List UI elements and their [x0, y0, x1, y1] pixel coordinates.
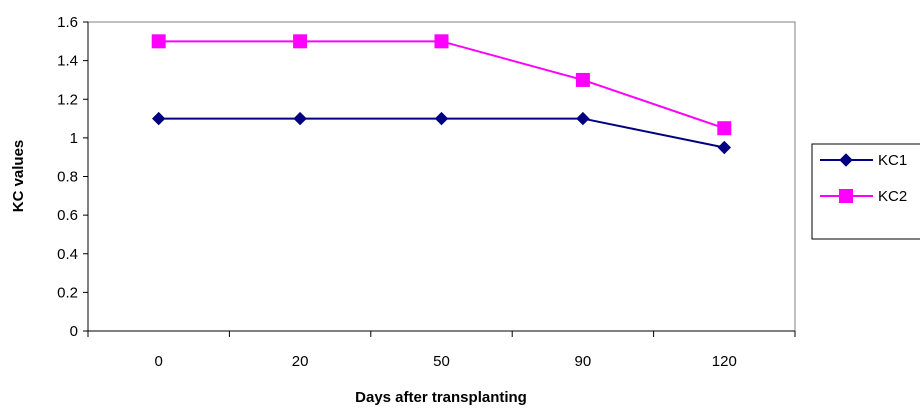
legend-item: KC1: [820, 152, 907, 169]
y-tick-label: 1: [70, 130, 78, 147]
data-point: [151, 34, 166, 49]
data-point: [717, 121, 732, 136]
legend-swatch-marker: [839, 153, 853, 167]
y-tick-label: 1.2: [57, 91, 78, 108]
legend-swatch-marker: [839, 189, 853, 203]
y-axis-title: KC values: [10, 140, 27, 213]
x-tick-label: 90: [575, 353, 592, 370]
series-kc2: [151, 34, 732, 136]
x-tick-label: 50: [433, 353, 450, 370]
y-tick-label: 1.4: [57, 53, 78, 70]
x-tick-label: 20: [292, 353, 309, 370]
data-point: [434, 34, 449, 49]
data-point: [717, 140, 732, 155]
y-tick-label: 0.8: [57, 169, 78, 186]
data-point: [434, 111, 449, 126]
x-tick-label: 0: [155, 353, 163, 370]
data-point: [575, 72, 590, 87]
plot-area: [87, 21, 796, 332]
x-axis: 0 20 50 90 120: [87, 330, 796, 370]
series-kc1: [151, 111, 732, 155]
y-tick-label: 0.2: [57, 284, 78, 301]
data-point: [293, 111, 307, 126]
legend-label: KC1: [878, 152, 907, 169]
y-tick-label: 0: [70, 323, 78, 340]
legend-item: KC2: [820, 188, 907, 205]
y-tick-label: 0.4: [57, 246, 78, 263]
series-layer: [151, 34, 732, 155]
x-axis-title: Days after transplanting: [355, 389, 527, 406]
data-point: [293, 34, 308, 49]
legend: KC1 KC2: [811, 143, 920, 240]
x-tick-label: 120: [712, 353, 737, 370]
y-tick-label: 0.6: [57, 207, 78, 224]
legend-label: KC2: [878, 188, 907, 205]
data-point: [151, 111, 166, 126]
data-point: [576, 111, 590, 126]
y-axis: 0 0.2 0.4 0.6 0.8 1 1.2 1.4 1.6: [57, 14, 89, 340]
y-tick-label: 1.6: [57, 14, 78, 31]
